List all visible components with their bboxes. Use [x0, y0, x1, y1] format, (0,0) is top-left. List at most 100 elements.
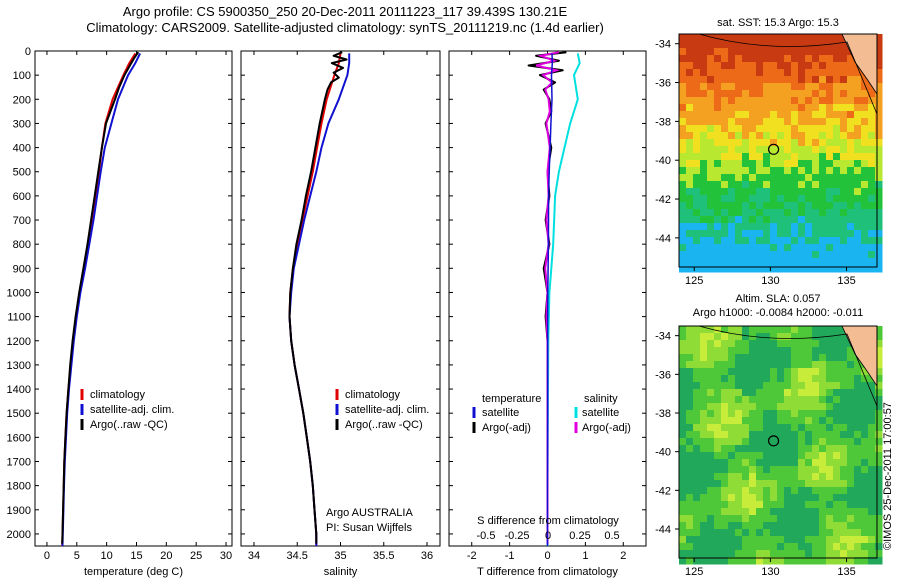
map-cell	[679, 417, 687, 425]
map-cell	[847, 361, 855, 369]
map-cell	[861, 111, 869, 119]
map-cell	[714, 494, 722, 502]
map-cell	[840, 216, 848, 224]
map-cell	[798, 396, 806, 404]
map-cell	[840, 146, 848, 154]
map-cell	[700, 265, 708, 273]
map-cell	[833, 424, 841, 432]
map-cell	[749, 216, 757, 224]
map-cell	[798, 466, 806, 474]
map-cell	[756, 76, 764, 84]
map-cell	[742, 223, 750, 231]
map-cell	[749, 403, 757, 411]
legend-label: climatology	[345, 389, 401, 401]
map-cell	[728, 473, 736, 481]
map-cell	[770, 69, 778, 77]
map-cell	[756, 69, 764, 77]
map-cell	[686, 146, 694, 154]
map-cell	[721, 487, 729, 495]
map-cell	[819, 417, 827, 425]
map-cell	[770, 557, 778, 565]
map-cell	[798, 424, 806, 432]
map-cell	[728, 333, 736, 341]
map-cell	[791, 181, 799, 189]
map-cell	[693, 104, 701, 112]
map-cell	[728, 34, 736, 42]
map-cell	[693, 529, 701, 537]
map-cell	[840, 354, 848, 362]
map-cell	[854, 69, 862, 77]
map-cell	[749, 438, 757, 446]
x-tick-label: 1	[582, 550, 588, 562]
map-cell	[875, 557, 883, 565]
map-cell	[861, 466, 869, 474]
map-cell	[812, 396, 820, 404]
map-cell	[721, 139, 729, 147]
map-cell	[749, 529, 757, 537]
map-cell	[756, 515, 764, 523]
map-cell	[777, 209, 785, 217]
map-cell	[812, 209, 820, 217]
map-cell	[756, 368, 764, 376]
map-cell	[812, 550, 820, 558]
map-cell	[763, 382, 771, 390]
map-cell	[686, 97, 694, 105]
map-cell	[742, 361, 750, 369]
map-cell	[721, 48, 729, 56]
map-cell	[714, 333, 722, 341]
map-cell	[714, 340, 722, 348]
map-cell	[735, 237, 743, 245]
map-cell	[826, 424, 834, 432]
map-cell	[749, 265, 757, 273]
map-cell	[763, 522, 771, 530]
map-cell	[868, 445, 876, 453]
map-cell	[707, 69, 715, 77]
map-cell	[728, 153, 736, 161]
map-cell	[721, 41, 729, 49]
map-cell	[735, 90, 743, 98]
map-cell	[805, 160, 813, 168]
map-cell	[763, 55, 771, 63]
map-cell	[854, 139, 862, 147]
map-cell	[819, 543, 827, 551]
map-cell	[735, 104, 743, 112]
map-cell	[847, 473, 855, 481]
map-cell	[756, 55, 764, 63]
map-cell	[707, 195, 715, 203]
map-cell	[714, 69, 722, 77]
map-cell	[819, 389, 827, 397]
map-cell	[875, 368, 883, 376]
map-cell	[854, 244, 862, 252]
map-cell	[875, 459, 883, 467]
map-cell	[749, 424, 757, 432]
map-cell	[700, 347, 708, 355]
map-cell	[679, 139, 687, 147]
map-cell	[861, 445, 869, 453]
map-cell	[749, 69, 757, 77]
map-cell	[861, 146, 869, 154]
map-cell	[861, 174, 869, 182]
map-cell	[735, 445, 743, 453]
map-cell	[826, 160, 834, 168]
map-cell	[784, 76, 792, 84]
map-cell	[679, 501, 687, 509]
map-cell	[805, 396, 813, 404]
map-cell	[742, 153, 750, 161]
map-cell	[749, 230, 757, 238]
map-cell	[840, 466, 848, 474]
map-cell	[875, 515, 883, 523]
map-cell	[693, 347, 701, 355]
map-cell	[861, 424, 869, 432]
map-cell	[735, 361, 743, 369]
map-cell	[756, 230, 764, 238]
map-cell	[721, 403, 729, 411]
map-cell	[700, 55, 708, 63]
map-cell	[777, 375, 785, 383]
map-cell	[714, 431, 722, 439]
map-cell	[735, 167, 743, 175]
map-cell	[777, 202, 785, 210]
map-cell	[686, 550, 694, 558]
map-cell	[693, 76, 701, 84]
map-cell	[861, 417, 869, 425]
map-cell	[854, 361, 862, 369]
